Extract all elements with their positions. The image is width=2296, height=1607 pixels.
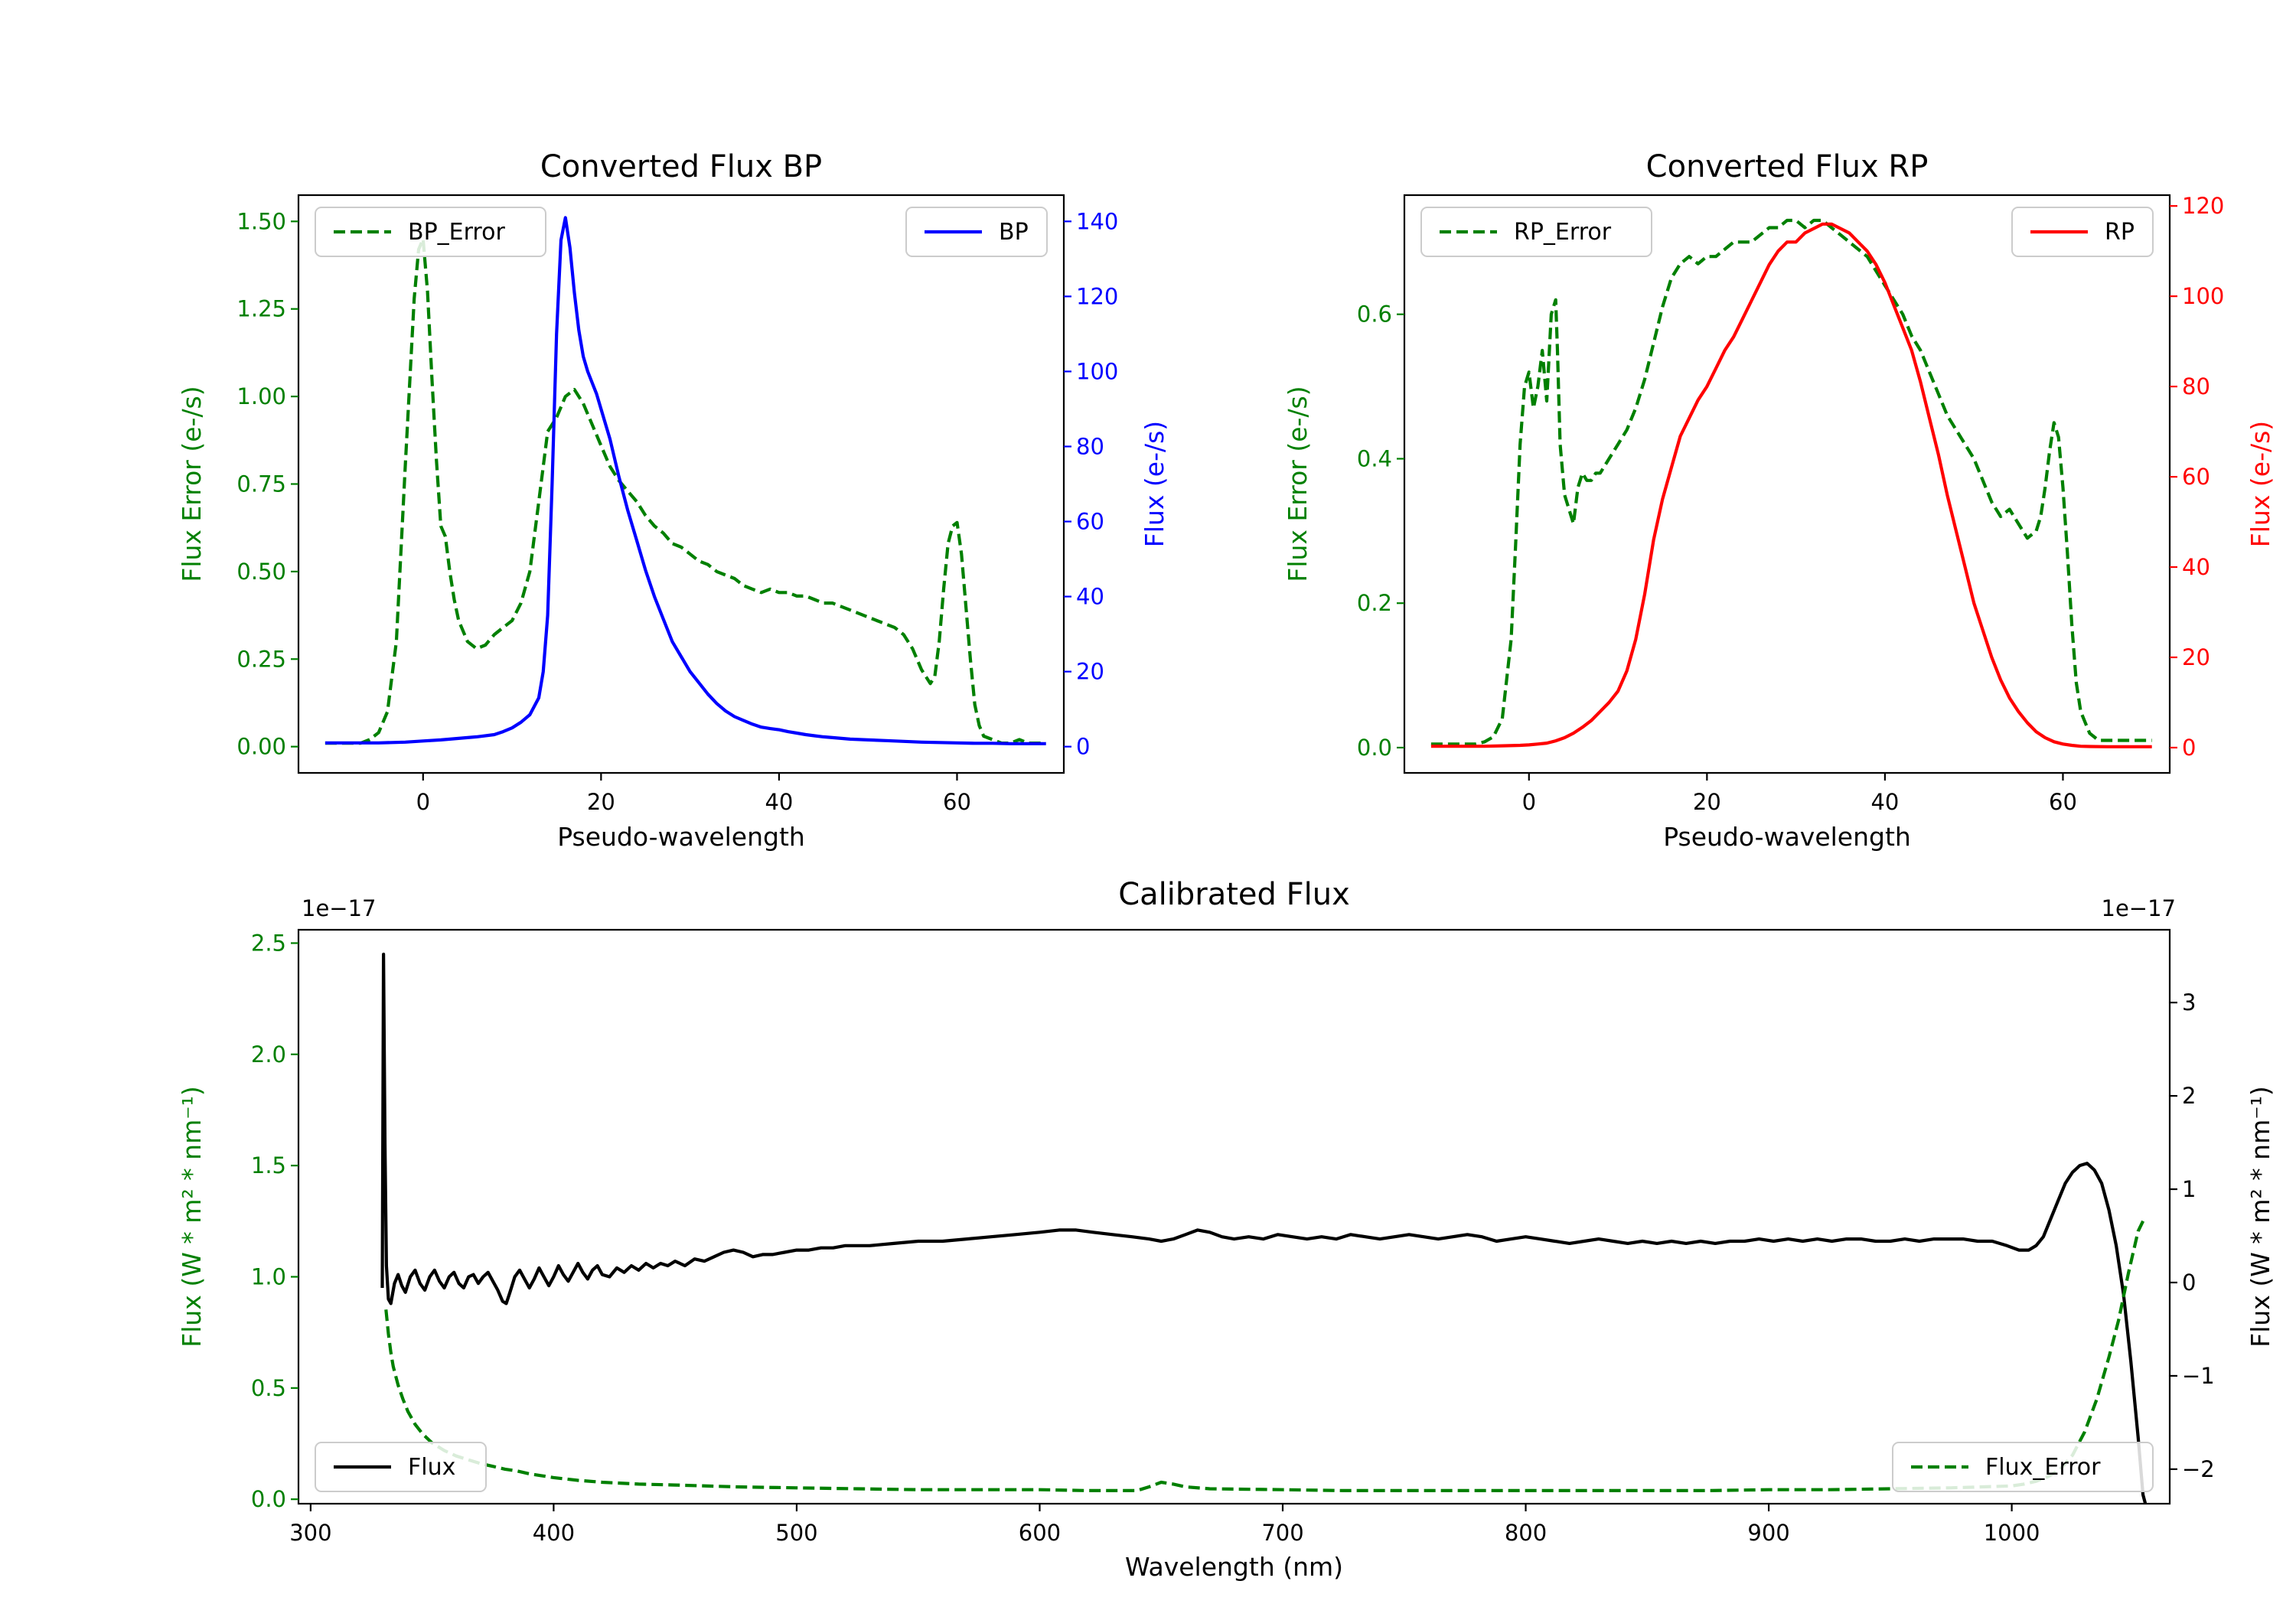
rp_error-line	[1430, 218, 2152, 746]
left-tick-label: 0.50	[236, 559, 286, 585]
x-axis-label-rp: Pseudo-wavelength	[1663, 822, 1911, 852]
left-tick-label: 0.5	[251, 1375, 286, 1401]
x-tick-label: 1000	[1984, 1520, 2040, 1546]
left-tick-label: 0.6	[1357, 302, 1392, 328]
legend-bp: BP	[905, 207, 1048, 257]
legend-flux_error: Flux_Error	[1892, 1442, 2154, 1492]
right-tick-label: 60	[2182, 464, 2210, 490]
right-tick-label: −1	[2182, 1363, 2215, 1389]
right-tick-label: 120	[2182, 193, 2224, 219]
right-tick-label: −2	[2182, 1456, 2215, 1482]
left-tick-label: 1.5	[251, 1152, 286, 1178]
right-tick-label: 60	[1076, 509, 1104, 535]
right-tick-label: 140	[1076, 208, 1118, 234]
right-tick-label: 100	[2182, 283, 2224, 309]
left-tick-label: 0.2	[1357, 590, 1392, 616]
left-tick-label: 0.25	[236, 646, 286, 672]
x-tick-label: 800	[1505, 1520, 1547, 1546]
legend-rp_error: RP_Error	[1420, 207, 1652, 257]
legend-label: RP	[2105, 219, 2135, 246]
right-tick-label: 120	[1076, 283, 1118, 309]
left-tick-label: 0.00	[236, 734, 286, 760]
legend-label: Flux	[408, 1454, 455, 1481]
plot-area	[298, 195, 1064, 773]
x-tick-label: 40	[1870, 789, 1899, 815]
left-tick-label: 1.0	[251, 1263, 286, 1289]
x-tick-label: 900	[1747, 1520, 1789, 1546]
x-tick-label: 60	[943, 789, 971, 815]
right-tick-label: 80	[1076, 433, 1104, 459]
x-tick-label: 0	[1522, 789, 1536, 815]
left-tick-label: 0.75	[236, 471, 286, 497]
left-tick-label: 0.4	[1357, 445, 1392, 471]
x-tick-label: 20	[587, 789, 615, 815]
right-tick-label: 2	[2182, 1083, 2196, 1109]
chart-title-rp: Converted Flux RP	[1645, 149, 1929, 184]
left-y-axis-label: Flux Error (e-/s)	[177, 386, 207, 582]
right-tick-label: 3	[2182, 989, 2196, 1015]
x-tick-label: 40	[765, 789, 793, 815]
chart-bp: 0 20 40 60 0.00 0.25 0.50 0.75 1.00 1.25 1.50 0 20 40…	[177, 194, 1169, 815]
x-tick-label: 700	[1261, 1520, 1303, 1546]
right-tick-label: 40	[1076, 584, 1104, 610]
x-axis-label-bp: Pseudo-wavelength	[557, 822, 805, 852]
flux-line	[380, 952, 2148, 1504]
legend-label: Flux_Error	[1985, 1454, 2101, 1481]
right-tick-label: 0	[2182, 1270, 2196, 1296]
right-tick-label: 0	[2182, 735, 2196, 761]
right-tick-label: 40	[2182, 554, 2210, 580]
x-tick-label: 20	[1693, 789, 1721, 815]
left-tick-label: 1.50	[236, 208, 286, 234]
right-y-axis-label: Flux (e-/s)	[2245, 421, 2275, 547]
right-tick-label: 1	[2182, 1176, 2196, 1202]
legend-flux: Flux	[315, 1442, 487, 1492]
right-tick-label: 80	[2182, 373, 2210, 399]
right-tick-label: 100	[1076, 358, 1118, 384]
x-tick-label: 300	[289, 1520, 331, 1546]
legend-frame	[1892, 1442, 2154, 1492]
left-tick-label: 1.00	[236, 383, 286, 409]
x-tick-label: 400	[533, 1520, 575, 1546]
bp-line	[325, 216, 1046, 745]
x-tick-label: 60	[2049, 789, 2077, 815]
chart-rp: 0 20 40 60 0.0 0.2 0.4 0.6 0 20 40 60 80 100 120 Flux E…	[1283, 193, 2275, 815]
right-tick-label: 20	[2182, 644, 2210, 670]
left-tick-label: 2.5	[251, 930, 286, 956]
left-y-axis-label: Flux (W * m² * nm⁻¹)	[177, 1086, 207, 1348]
x-axis-label-calibrated: Wavelength (nm)	[1124, 1552, 1344, 1582]
left-tick-label: 1.25	[236, 296, 286, 322]
right-tick-label: 0	[1076, 734, 1090, 760]
right-tick-label: 20	[1076, 659, 1104, 685]
axes-spines	[1403, 194, 2171, 774]
legend-rp: RP	[2011, 207, 2154, 257]
legend-label: BP_Error	[408, 219, 505, 246]
plot-area	[298, 930, 2170, 1504]
legend-frame	[315, 207, 546, 257]
rp-line	[1430, 222, 2152, 748]
legend-bp_error: BP_Error	[315, 207, 546, 257]
legend-frame	[315, 1442, 487, 1492]
legend-label: BP	[999, 219, 1029, 246]
left-tick-label: 0.0	[251, 1486, 286, 1512]
x-tick-label: 0	[416, 789, 430, 815]
left-y-axis-label: Flux Error (e-/s)	[1283, 386, 1313, 582]
right-y-axis-label: Flux (W * m² * nm⁻¹)	[2245, 1086, 2275, 1348]
legend-label: RP_Error	[1514, 219, 1612, 246]
x-tick-label: 500	[775, 1520, 817, 1546]
plot-area	[1404, 195, 2170, 773]
left-tick-label: 0.0	[1357, 735, 1392, 761]
legend-frame	[1420, 207, 1652, 257]
left-tick-label: 2.0	[251, 1041, 286, 1068]
left-axis-offset-text: 1e−17	[302, 895, 377, 921]
chart-title-bp: Converted Flux BP	[540, 149, 823, 184]
chart-title-calibrated: Calibrated Flux	[1118, 877, 1350, 912]
x-tick-label: 600	[1019, 1520, 1061, 1546]
chart-calibrated: 300 400 500 600 700 800 900 1000 0.0 0.5 1.0 1.5 2.0…	[177, 895, 2275, 1546]
right-y-axis-label: Flux (e-/s)	[1140, 421, 1169, 547]
axes-spines	[297, 928, 2171, 1505]
bp_error-line	[325, 237, 1046, 745]
right-axis-offset-text: 1e−17	[2102, 895, 2177, 921]
